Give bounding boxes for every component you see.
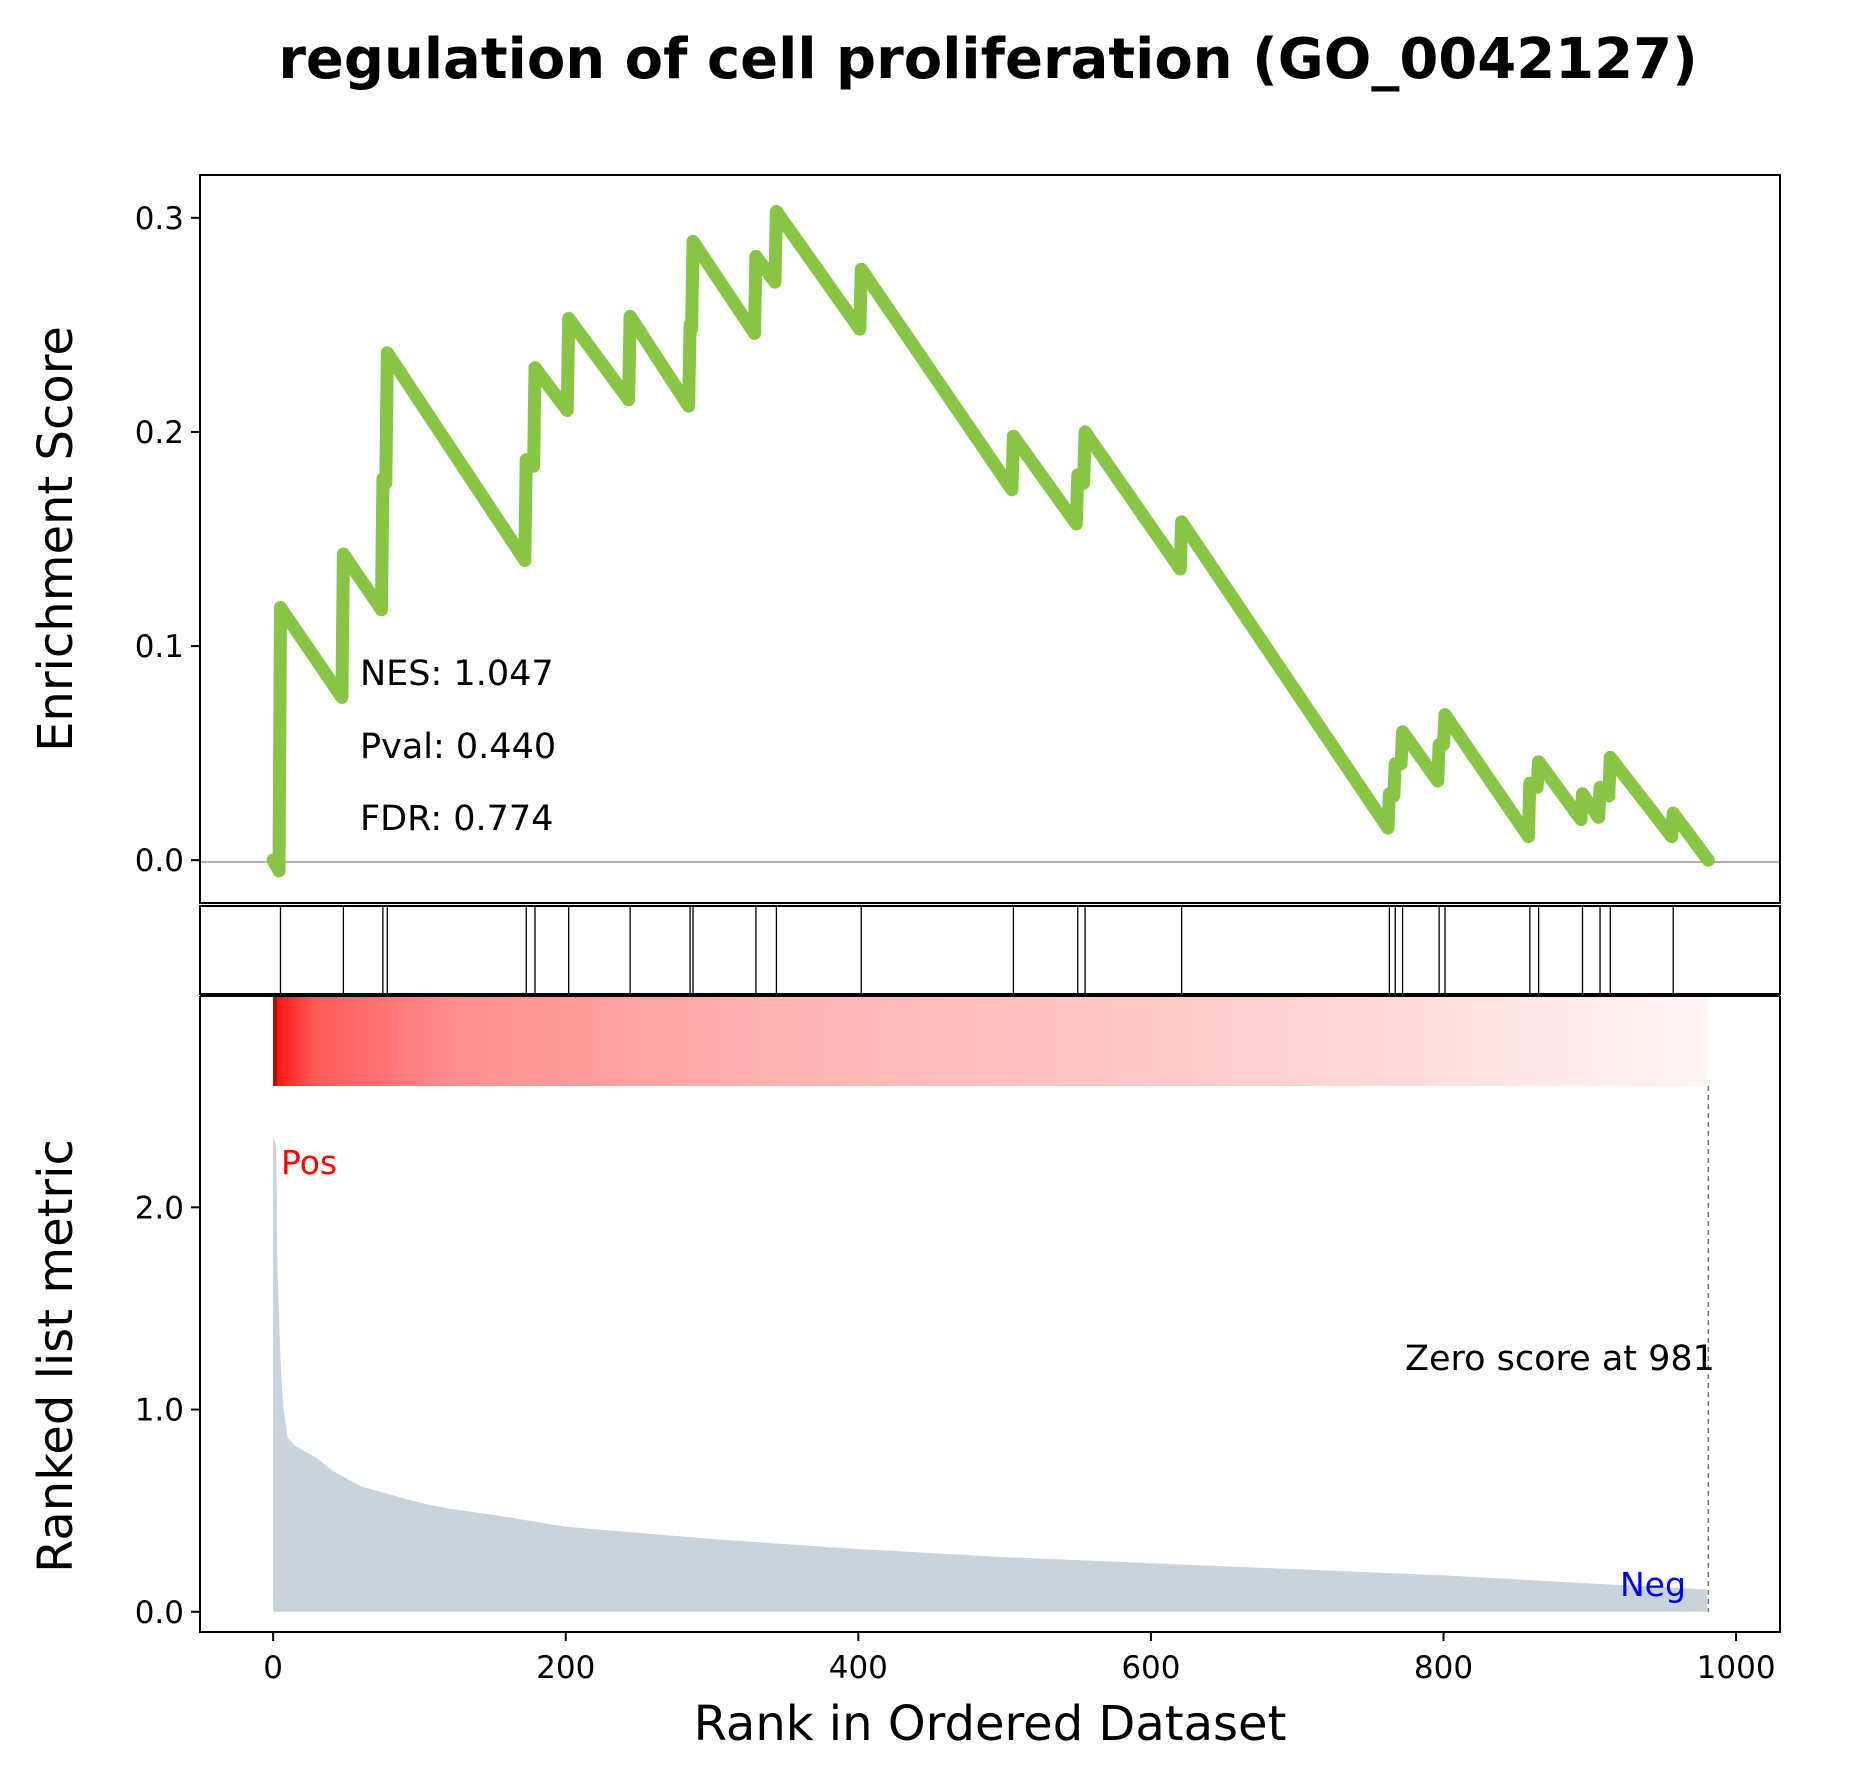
es-y-tick-label: 0.1	[135, 629, 184, 665]
hits-panel-frame	[199, 905, 1781, 995]
es-line	[266, 204, 1715, 878]
rank-y-tick-label: 1.0	[135, 1393, 184, 1429]
ranked-panel: 0.0 1.0 2.0 0 200 400 600 800 1000 Pos Neg Zero…	[28, 995, 1781, 1686]
x-tick-label: 600	[1121, 1650, 1180, 1686]
es-y-tick-label: 0.2	[135, 415, 184, 451]
enrichment-panel: 0.0 0.1 0.2 0.3 Enrichment Score NES: 1.047…	[28, 174, 1781, 904]
es-y-axis-title: Enrichment Score	[28, 326, 84, 752]
rank-y-tick-label: 2.0	[135, 1190, 184, 1226]
x-ticks: 0 200 400 600 800 1000	[263, 1632, 1776, 1686]
rank-y-tick-label: 0.0	[135, 1595, 184, 1631]
zero-score-text: Zero score at 981	[1405, 1339, 1715, 1379]
ranked-metric-area	[273, 1136, 1707, 1612]
neg-label: Neg	[1620, 1565, 1686, 1604]
x-tick-label: 400	[829, 1650, 888, 1686]
pval-text: Pval: 0.440	[360, 727, 556, 767]
rank-y-ticks: 0.0 1.0 2.0	[135, 1190, 200, 1631]
x-tick-label: 800	[1414, 1650, 1473, 1686]
es-y-tick-label: 0.0	[135, 843, 184, 879]
ranked-panel-frame	[199, 1086, 1781, 1633]
es-y-tick-label: 0.3	[135, 201, 184, 237]
x-tick-label: 200	[536, 1650, 595, 1686]
fdr-text: FDR: 0.774	[360, 799, 553, 839]
x-tick-label: 1000	[1697, 1650, 1776, 1686]
hits-panel	[199, 905, 1781, 995]
nes-text: NES: 1.047	[360, 654, 554, 694]
x-axis-title: Rank in Ordered Dataset	[694, 1696, 1287, 1752]
hit-lines	[279, 906, 1674, 994]
x-tick-label: 0	[263, 1650, 283, 1686]
pos-label: Pos	[281, 1143, 337, 1182]
es-panel-frame	[199, 174, 1781, 904]
rank-colorbar	[273, 996, 1709, 1086]
es-y-ticks: 0.0 0.1 0.2 0.3	[135, 201, 200, 879]
rank-y-axis-title: Ranked list metric	[28, 1139, 84, 1573]
chart-title: regulation of cell proliferation (GO_004…	[278, 27, 1697, 92]
